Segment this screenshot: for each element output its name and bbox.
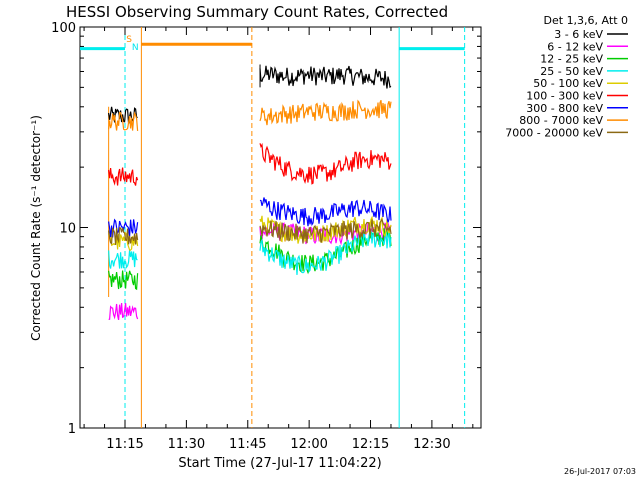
legend-label: 25 - 50 keV: [540, 65, 603, 78]
series-line: [259, 99, 392, 126]
x-tick-label: 12:30: [413, 437, 450, 452]
series-group: [108, 222, 392, 321]
legend-label: 800 - 7000 keV: [519, 114, 603, 127]
series-lines: [108, 65, 392, 321]
y-tick-label: 1: [68, 422, 76, 437]
series-group: [108, 230, 392, 275]
x-tick-label: 11:15: [106, 437, 143, 452]
legend-label: 12 - 25 keV: [540, 53, 603, 66]
legend-label: 6 - 12 keV: [547, 40, 603, 53]
series-line: [259, 142, 392, 185]
flag-bars: [80, 42, 465, 51]
series-line: [108, 106, 138, 124]
series-line: [108, 249, 138, 269]
series-line: [259, 230, 392, 275]
legend-label: 100 - 300 keV: [526, 90, 603, 103]
x-tick-label: 12:00: [290, 437, 327, 452]
series-line: [259, 215, 392, 244]
series-group: [108, 99, 392, 131]
x-axis: 11:15 11:30 11:45 12:00 12:15 12:30: [83, 27, 474, 452]
y-tick-label: 100: [51, 21, 76, 36]
x-tick-label: 12:15: [352, 437, 389, 452]
y-axis-label: Corrected Count Rate (s⁻¹ detector⁻¹): [29, 115, 43, 341]
legend-label: 3 - 6 keV: [554, 28, 603, 41]
legend-label: 50 - 100 keV: [533, 77, 603, 90]
vertical-markers: [108, 27, 466, 428]
marker-label: N: [132, 43, 139, 53]
legend-title: Det 1,3,6, Att 0: [544, 14, 628, 27]
marker-label: S: [126, 35, 132, 45]
series-line: [108, 226, 139, 246]
legend-label: 7000 - 20000 keV: [505, 126, 603, 139]
series-line: [259, 218, 392, 244]
series-group: [108, 227, 392, 291]
series-group: [108, 142, 392, 186]
series-line: [108, 111, 139, 131]
legend-label: 300 - 800 keV: [526, 102, 603, 115]
series-line: [259, 197, 392, 227]
y-tick-label: 10: [59, 222, 76, 237]
timestamp: 26-Jul-2017 07:03: [564, 467, 636, 476]
x-tick-label: 11:30: [168, 437, 205, 452]
series-line: [259, 65, 392, 89]
series-group: [108, 218, 392, 246]
marker-labels: SN: [126, 35, 138, 53]
series-line: [108, 302, 139, 321]
chart-title: HESSI Observing Summary Count Rates, Cor…: [66, 3, 448, 21]
x-axis-label: Start Time (27-Jul-17 11:04:22): [178, 456, 381, 471]
x-tick-label: 11:45: [229, 437, 266, 452]
series-group: [108, 65, 392, 124]
series-line: [108, 167, 139, 186]
series-line: [108, 270, 139, 291]
